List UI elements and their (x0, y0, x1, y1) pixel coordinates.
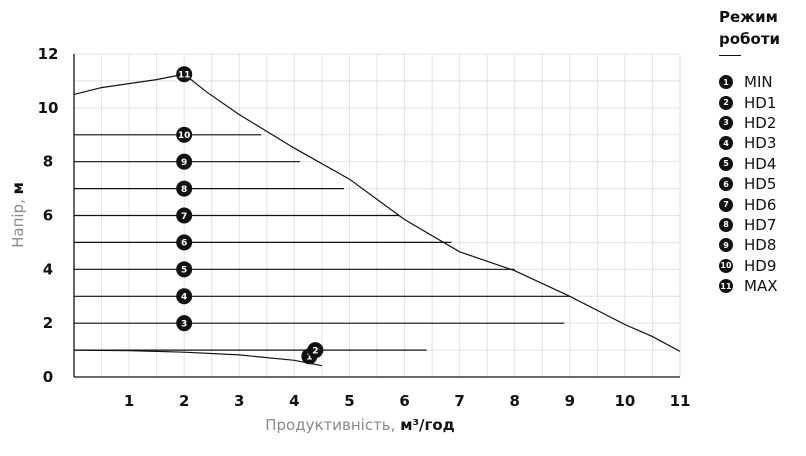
legend-label: HD5 (744, 175, 777, 194)
legend-item: 3 HD2 (719, 113, 801, 133)
x-tick-label: 5 (344, 392, 354, 410)
x-tick-label: 4 (289, 392, 299, 410)
legend-item: 1 MIN (719, 72, 801, 92)
y-tick-label: 10 (38, 99, 59, 117)
marker-badge (176, 180, 193, 197)
legend-label: HD9 (744, 256, 777, 275)
chart-markers: 12 3 4 5 6 7 8 9 10 11 (176, 66, 324, 365)
legend-badge: 3 (719, 115, 733, 130)
legend-label: MAX (744, 277, 778, 296)
x-tick-label: 8 (510, 392, 520, 410)
series-line-11 (73, 73, 681, 352)
legend-item: 2 HD1 (719, 92, 801, 112)
marker-number: 2 (312, 346, 318, 356)
marker-badge (176, 66, 193, 83)
legend-label: HD4 (744, 154, 777, 173)
marker-number: 3 (181, 319, 187, 329)
legend-item: 10 HD9 (719, 256, 801, 276)
x-tick-label: 2 (179, 392, 189, 410)
legend-item: 7 HD6 (719, 194, 801, 214)
series-marker-6: 6 (176, 234, 193, 251)
marker-number: 5 (181, 266, 187, 276)
x-axis-label: Продуктивність, м³/год (0, 416, 720, 434)
series-marker-11: 11 (176, 66, 193, 83)
legend-label: HD1 (744, 93, 777, 112)
legend-badge: 10 (719, 258, 733, 273)
marker-number: 11 (178, 70, 191, 80)
series-line-1 (73, 349, 323, 367)
marker-number: 6 (181, 239, 187, 249)
x-tick-label: 9 (565, 392, 575, 410)
y-tick-label: 12 (38, 45, 59, 63)
marker-badge (307, 342, 324, 359)
series-marker-9: 9 (176, 153, 193, 170)
marker-number: 9 (181, 158, 187, 168)
legend-badge: 7 (719, 197, 733, 212)
marker-badge (176, 234, 193, 251)
y-tick-label: 0 (43, 368, 53, 386)
marker-badge (176, 288, 193, 305)
legend-item: 4 HD3 (719, 133, 801, 153)
x-tick-label: 11 (670, 392, 691, 410)
marker-number: 1 (306, 353, 312, 363)
series-marker-5: 5 (176, 261, 193, 278)
marker-number: 8 (181, 185, 187, 195)
y-tick-label: 6 (43, 207, 53, 225)
marker-number: 4 (181, 293, 187, 303)
x-tick-label: 10 (614, 392, 635, 410)
legend-item: 6 HD5 (719, 174, 801, 194)
marker-badge (176, 261, 193, 278)
y-axis-label: Напір, м (9, 182, 27, 248)
legend-badge: 8 (719, 217, 733, 232)
legend-badge: 5 (719, 156, 733, 171)
legend-badge: 11 (719, 279, 733, 294)
marker-badge (176, 315, 193, 332)
legend-label: HD2 (744, 113, 777, 132)
legend-item: 11 MAX (719, 276, 801, 296)
series-marker-7: 7 (176, 207, 193, 224)
legend-item: 5 HD4 (719, 154, 801, 174)
series-marker-10: 10 (176, 126, 193, 143)
legend-badge: 6 (719, 177, 733, 192)
legend-badge: 4 (719, 136, 733, 151)
legend-items: 1 MIN 2 HD1 3 HD2 4 HD3 5 HD4 6 HD5 7 HD6 8 HD7 9 HD8 10 HD… (719, 72, 801, 296)
marker-number: 7 (181, 212, 187, 222)
legend-title: Режим роботи (719, 8, 781, 48)
legend-divider (719, 55, 741, 56)
legend-badge: 1 (719, 75, 733, 90)
x-axis-label-text: Продуктивність, (265, 416, 401, 434)
legend-label: MIN (744, 73, 773, 92)
x-tick-label: 6 (399, 392, 409, 410)
legend-label: HD7 (744, 215, 777, 234)
legend-label: HD6 (744, 195, 777, 214)
legend: Режим роботи 1 MIN 2 HD1 3 HD2 4 HD3 5 HD4 6 HD5 7 HD… (719, 6, 801, 296)
marker-badge (176, 153, 193, 170)
legend-label: HD8 (744, 236, 777, 255)
x-axis-label-unit: м³/год (400, 416, 455, 434)
x-tick-label: 3 (234, 392, 244, 410)
marker-badge (176, 126, 193, 143)
y-tick-label: 2 (43, 314, 53, 332)
series-marker-3: 3 (176, 315, 193, 332)
series-marker-4: 4 (176, 288, 193, 305)
legend-item: 9 HD8 (719, 235, 801, 255)
legend-badge: 2 (719, 95, 733, 110)
legend-label: HD3 (744, 134, 777, 153)
legend-badge: 9 (719, 238, 733, 253)
y-tick-label: 8 (43, 153, 53, 171)
legend-item: 8 HD7 (719, 215, 801, 235)
x-tick-label: 1 (124, 392, 134, 410)
y-axis-label-text: Напір, (9, 194, 27, 248)
y-axis-label-unit: м (9, 182, 27, 194)
marker-number: 10 (178, 131, 191, 141)
chart-series (73, 73, 681, 367)
y-tick-label: 4 (43, 260, 53, 278)
x-tick-label: 7 (454, 392, 464, 410)
series-marker-8: 8 (176, 180, 193, 197)
marker-badge (176, 207, 193, 224)
series-marker-2: 2 (307, 342, 324, 359)
